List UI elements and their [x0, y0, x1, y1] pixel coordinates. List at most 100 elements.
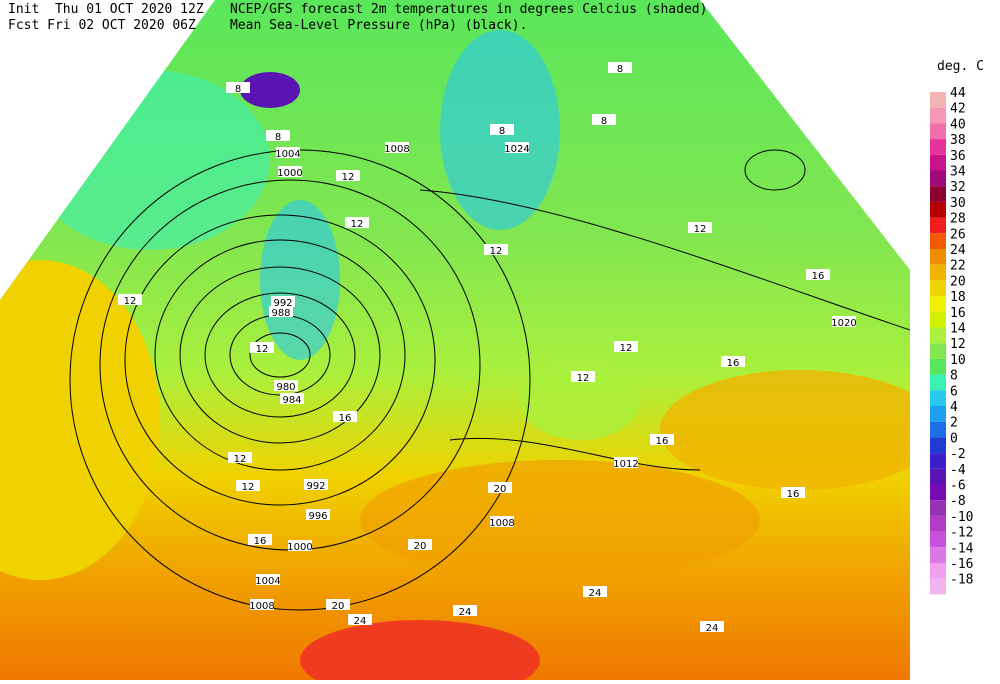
label-box [250, 599, 274, 610]
isobar-label: 992 [306, 481, 325, 492]
label-box [228, 452, 252, 463]
legend-swatch [930, 453, 946, 469]
legend-swatch [930, 437, 946, 454]
label-box [248, 534, 272, 545]
isobar-label: 988 [271, 308, 290, 319]
legend-swatch [930, 343, 946, 359]
description: NCEP/GFS forecast 2m temperatures in deg… [230, 2, 707, 17]
legend-label: 6 [950, 384, 958, 399]
legend-label: 26 [950, 227, 966, 242]
label-box [614, 457, 638, 468]
legend-label: 30 [950, 196, 966, 211]
legend-label: 20 [950, 274, 966, 289]
legend-label: 40 [950, 117, 966, 132]
label-box [806, 269, 830, 280]
temperature-label: 16 [727, 358, 740, 369]
label-box [453, 605, 477, 616]
temperature-label: 8 [275, 132, 281, 143]
temperature-label: 12 [577, 373, 590, 384]
temperature-label: 20 [332, 601, 345, 612]
label-box [700, 621, 724, 632]
legend-swatch [930, 201, 946, 218]
temperature-label: 12 [124, 296, 137, 307]
legend-swatch [930, 374, 946, 391]
temperature-label: 16 [656, 436, 669, 447]
isobar-label: 996 [308, 511, 327, 522]
label-box [608, 62, 632, 73]
label-box [333, 411, 357, 422]
legend-swatch [930, 249, 946, 265]
header: Init Thu 01 OCT 2020 12Z Fcst Fri 02 OCT… [8, 2, 707, 33]
temperature-label: 16 [787, 489, 800, 500]
legend-swatch [930, 107, 946, 124]
legend-label: 44 [950, 86, 966, 101]
isobar-label: 1004 [255, 576, 280, 587]
legend-swatch [930, 531, 946, 548]
legend-swatch [930, 358, 946, 375]
label-box [236, 480, 260, 491]
legend-label: 4 [950, 400, 958, 415]
init-line: Init Thu 01 OCT 2020 12Z [8, 2, 204, 17]
legend-swatch [930, 500, 946, 516]
legend-label: -10 [950, 510, 973, 525]
label-box [304, 479, 328, 490]
label-box [269, 306, 293, 317]
legend-swatch [930, 406, 946, 422]
temperature-label: 8 [499, 126, 505, 137]
legend-label: -8 [950, 494, 966, 509]
isobar-label: 980 [276, 382, 295, 393]
label-box [266, 130, 290, 141]
legend-swatch [930, 327, 946, 344]
label-box [490, 124, 514, 135]
temperature-field [0, 0, 910, 680]
legend-label: -6 [950, 479, 966, 494]
label-box [490, 516, 514, 527]
legend-label: 42 [950, 102, 966, 117]
label-box [276, 147, 300, 158]
label-box [348, 614, 372, 625]
legend-title: deg. C [937, 59, 984, 74]
label-box [614, 341, 638, 352]
label-box [326, 599, 350, 610]
label-box [781, 487, 805, 498]
legend-label: 32 [950, 180, 966, 195]
legend-swatch [930, 186, 946, 202]
legend-swatch [930, 515, 946, 532]
temperature-label: 8 [617, 64, 623, 75]
legend-label: 16 [950, 306, 966, 321]
label-box [832, 316, 856, 327]
isobar-label: 1004 [275, 149, 300, 160]
isobar-label: 1000 [287, 542, 312, 553]
legend-swatch [930, 296, 946, 312]
temperature-label: 24 [589, 588, 602, 599]
label-box [250, 342, 274, 353]
label-box [226, 82, 250, 93]
legend-swatch [930, 578, 946, 595]
temperature-label: 16 [812, 271, 825, 282]
label-box [288, 540, 312, 551]
legend-label: -14 [950, 541, 974, 556]
description: Mean Sea-Level Pressure (hPa) (black). [230, 18, 527, 33]
legend-swatch [930, 547, 946, 563]
isobar-label: 1024 [504, 144, 529, 155]
legend-label: -16 [950, 557, 973, 572]
label-box [278, 166, 302, 177]
label-box [721, 356, 745, 367]
temperature-label: 20 [414, 541, 427, 552]
legend-label: 18 [950, 290, 966, 305]
legend-label: 8 [950, 369, 958, 384]
isobar-label: 1008 [249, 601, 274, 612]
legend-swatch [930, 484, 946, 501]
label-box [345, 217, 369, 228]
label-box [118, 294, 142, 305]
temperature-label: 8 [235, 84, 241, 95]
legend-label: 22 [950, 259, 966, 274]
isobar-label: 1008 [489, 518, 514, 529]
legend-swatch [930, 468, 946, 485]
legend-label: 12 [950, 337, 966, 352]
legend: 4442403836343230282624222018161412108642… [930, 86, 974, 595]
label-box [484, 244, 508, 255]
temperature-label: 16 [254, 536, 267, 547]
legend-label: 36 [950, 149, 966, 164]
